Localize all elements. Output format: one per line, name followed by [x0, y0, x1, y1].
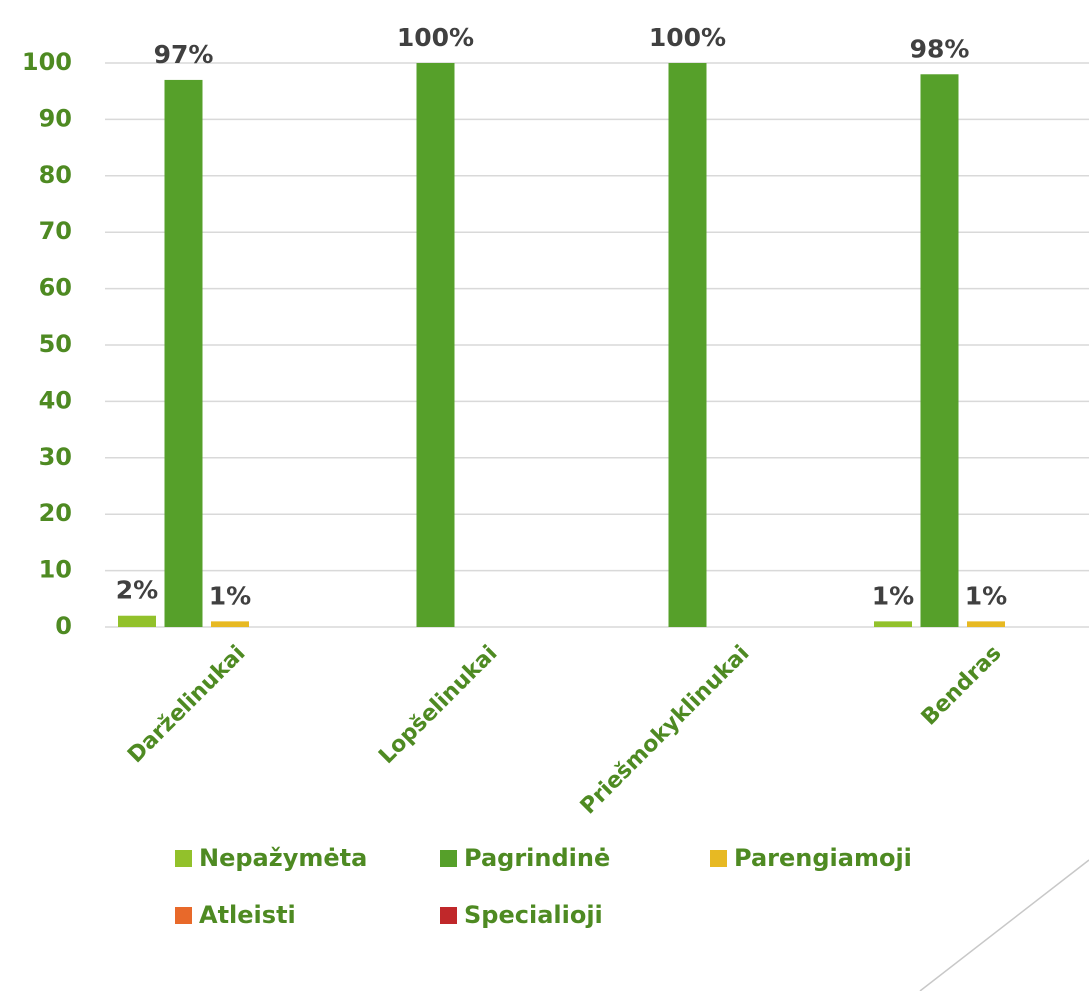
x-tick-label: Darželinukai: [123, 641, 250, 768]
y-tick-label: 100: [22, 48, 72, 76]
data-label: 1%: [872, 581, 914, 610]
y-tick-label: 90: [39, 104, 72, 132]
data-label: 2%: [116, 576, 158, 605]
y-tick-label: 50: [39, 330, 72, 358]
legend-label: Specialioji: [464, 901, 603, 929]
data-label: 100%: [649, 23, 726, 52]
data-label: 1%: [965, 581, 1007, 610]
y-tick-label: 40: [39, 386, 72, 414]
legend-swatch: [175, 907, 192, 924]
legend-label: Pagrindinė: [464, 844, 610, 872]
bar: [668, 63, 707, 627]
x-tick-label: Priešmokyklinukai: [576, 641, 755, 820]
bar: [920, 74, 959, 627]
data-label: 97%: [154, 40, 214, 69]
legend-swatch: [440, 907, 457, 924]
bar: [164, 79, 203, 628]
data-label: 1%: [209, 581, 251, 610]
bar: [118, 615, 156, 627]
x-tick-label: Bendras: [917, 641, 1007, 731]
legend-label: Nepažymėta: [199, 844, 367, 872]
y-tick-label: 80: [39, 161, 72, 189]
y-tick-label: 20: [39, 499, 72, 527]
data-label: 100%: [397, 23, 474, 52]
bar: [967, 621, 1005, 627]
bar: [416, 63, 455, 627]
legend-label: Parengiamoji: [734, 844, 912, 872]
legend-swatch: [710, 850, 727, 867]
x-tick-label: Lopšelinukai: [374, 641, 502, 769]
y-tick-label: 10: [39, 556, 72, 584]
legend-swatch: [175, 850, 192, 867]
legend-label: Atleisti: [199, 901, 296, 929]
decor-line: [919, 859, 1089, 991]
y-tick-label: 30: [39, 443, 72, 471]
y-tick-label: 70: [39, 217, 72, 245]
bar: [211, 621, 249, 627]
y-tick-label: 0: [55, 612, 72, 640]
bar: [874, 621, 912, 627]
y-tick-label: 60: [39, 274, 72, 302]
legend-swatch: [440, 850, 457, 867]
data-label: 98%: [910, 34, 970, 63]
